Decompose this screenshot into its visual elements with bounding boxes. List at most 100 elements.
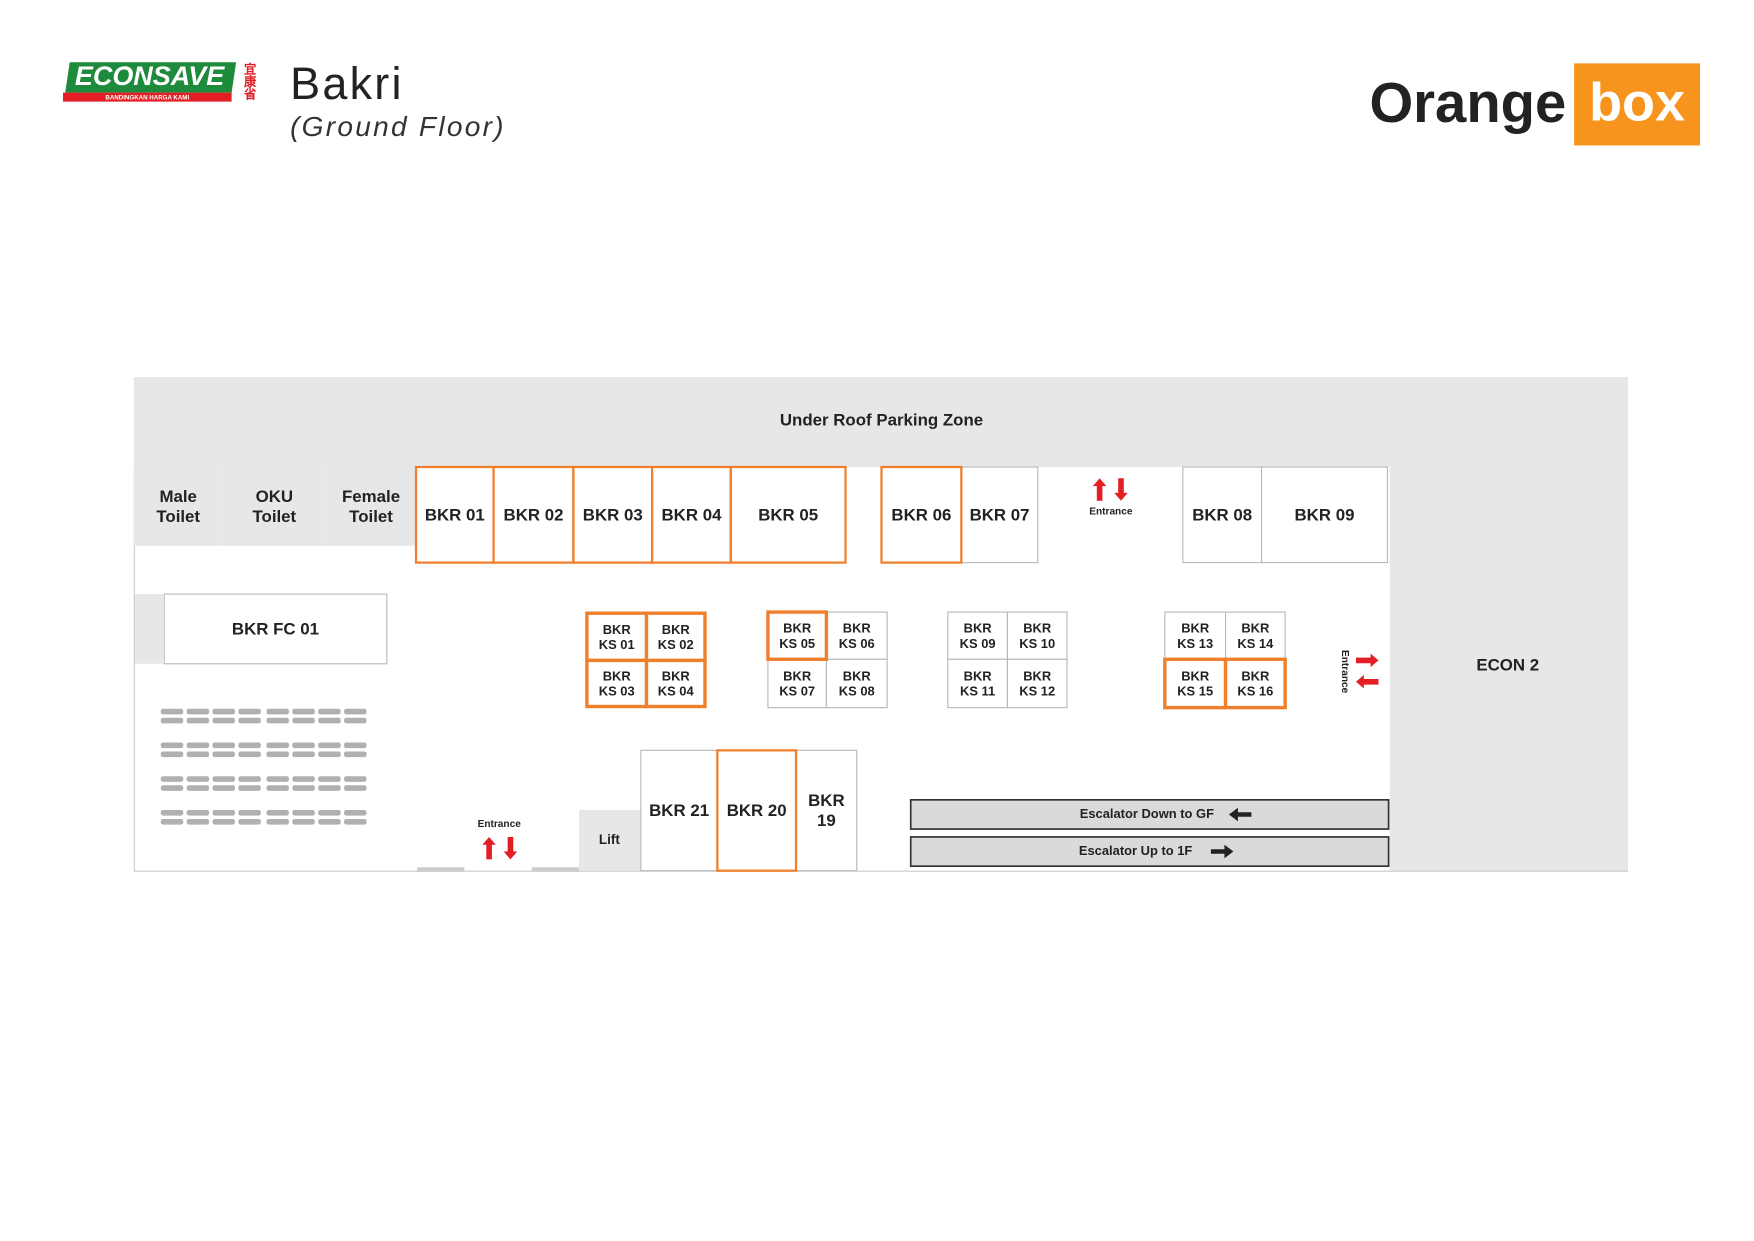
unit-label: Male xyxy=(159,487,196,506)
seat xyxy=(292,785,315,791)
orangebox-box xyxy=(1574,63,1701,146)
lift-label: Lift xyxy=(599,832,620,847)
unit-label: KS 01 xyxy=(599,637,635,652)
seat xyxy=(212,809,235,816)
unit-label: KS 16 xyxy=(1237,684,1273,699)
seat xyxy=(344,717,367,724)
seat xyxy=(266,809,289,816)
orangebox-box-word: box xyxy=(1589,72,1685,132)
seat xyxy=(212,708,235,715)
unit-label: KS 10 xyxy=(1019,636,1055,651)
unit-label: OKU xyxy=(256,487,293,506)
seat xyxy=(344,809,367,816)
seat xyxy=(318,818,341,825)
seat xyxy=(292,717,315,724)
unit-label: BKR xyxy=(1181,668,1210,683)
unit-label: BKR xyxy=(662,668,691,683)
unit-box xyxy=(880,465,963,564)
seat xyxy=(160,751,184,758)
seat xyxy=(160,717,184,724)
seat xyxy=(160,708,184,715)
unit-label: BKR xyxy=(843,668,872,683)
unit-box xyxy=(767,658,827,709)
seat xyxy=(238,818,261,825)
escalator-arrow xyxy=(1210,844,1234,859)
unit-label: BKR xyxy=(808,791,845,810)
seat xyxy=(160,818,184,825)
unit-box xyxy=(222,467,327,546)
wall-block xyxy=(133,594,164,664)
seat xyxy=(160,809,184,816)
seat xyxy=(292,818,315,825)
seat xyxy=(344,751,367,758)
seat xyxy=(292,708,315,715)
econ-area xyxy=(1389,467,1629,872)
entrance-arrow xyxy=(1355,653,1379,668)
seat xyxy=(266,818,289,825)
econsave-bar xyxy=(62,92,232,102)
parking-label: Under Roof Parking Zone xyxy=(780,410,983,429)
parking-zone xyxy=(133,377,1629,468)
unit-box xyxy=(960,466,1039,564)
seat xyxy=(160,742,184,749)
entrance-arrow xyxy=(1092,478,1107,501)
unit-label: BKR xyxy=(1023,621,1052,636)
seat xyxy=(344,776,367,782)
unit-box xyxy=(825,658,888,709)
wall xyxy=(417,867,465,872)
entrance-label: Entrance xyxy=(478,819,522,830)
escalator xyxy=(909,836,1390,868)
unit-label: BKR xyxy=(964,668,993,683)
seat xyxy=(318,717,341,724)
subtitle: (Ground Floor) xyxy=(290,111,506,142)
seat xyxy=(292,776,315,782)
unit-label: BKR FC 01 xyxy=(232,620,319,639)
unit-box xyxy=(825,611,888,660)
unit-label: BKR xyxy=(603,622,632,637)
seat xyxy=(238,751,261,758)
unit-box xyxy=(163,593,388,665)
unit-label: BKR 03 xyxy=(583,505,643,524)
seat xyxy=(318,809,341,816)
econ-label: ECON 2 xyxy=(1476,655,1539,674)
seat xyxy=(238,776,261,782)
escalator xyxy=(909,798,1390,830)
unit-label: BKR xyxy=(1241,668,1270,683)
unit-label: BKR 02 xyxy=(504,505,564,524)
unit-box xyxy=(729,465,847,564)
unit-label: BKR 06 xyxy=(891,505,951,524)
seat xyxy=(212,776,235,782)
seat xyxy=(212,785,235,791)
entrance-arrow xyxy=(482,836,496,860)
seat xyxy=(212,751,235,758)
seat xyxy=(160,785,184,791)
seat xyxy=(344,708,367,715)
unit-box xyxy=(1260,466,1389,564)
entrance-arrow xyxy=(503,836,518,860)
unit-label: BKR 04 xyxy=(661,505,722,524)
seat xyxy=(318,776,341,782)
seat xyxy=(238,742,261,749)
seat xyxy=(266,785,289,791)
decorations xyxy=(160,478,1379,860)
seat xyxy=(318,742,341,749)
escalator-label: Escalator Down to GF xyxy=(1080,806,1214,821)
orangebox-word: Orange xyxy=(1369,71,1566,134)
unit-label: BKR xyxy=(783,621,812,636)
unit-label: Female xyxy=(342,487,400,506)
unit-label: KS 08 xyxy=(839,684,875,699)
unit-label: BKR 20 xyxy=(727,801,787,820)
lift xyxy=(579,809,641,871)
unit-label: Toilet xyxy=(252,507,296,526)
unit-label: BKR xyxy=(603,668,632,683)
seat xyxy=(344,818,367,825)
unit-label: BKR xyxy=(783,668,812,683)
unit-label: KS 12 xyxy=(1019,684,1055,699)
escalator-arrow xyxy=(1228,807,1252,822)
unit-box xyxy=(651,465,732,564)
unit-box xyxy=(1182,466,1263,564)
unit-label: BKR xyxy=(1241,621,1270,636)
unit-label: Toilet xyxy=(156,507,200,526)
